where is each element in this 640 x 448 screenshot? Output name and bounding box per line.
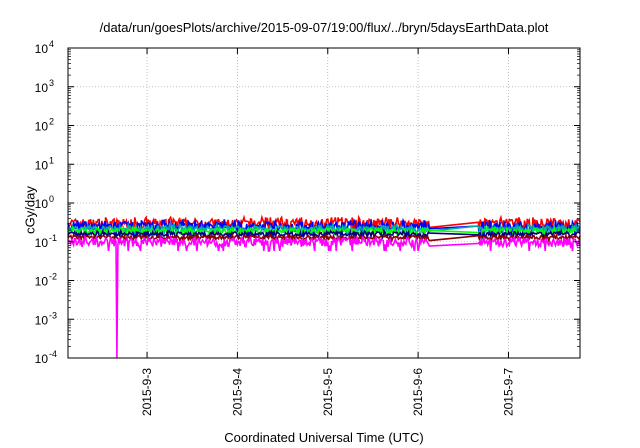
y-tick-label: 10 (35, 275, 49, 289)
y-tick-label: 10 (35, 120, 49, 134)
series-line-5 (67, 228, 581, 241)
y-tick-exponent: 2 (49, 117, 54, 127)
y-tick-exponent: 0 (49, 194, 54, 204)
y-tick-label: 10 (35, 158, 49, 172)
y-tick-exponent: 4 (49, 39, 54, 49)
y-tick-exponent: 3 (49, 78, 54, 88)
y-tick-label: 10 (35, 313, 49, 327)
y-tick-label: 10 (35, 81, 49, 95)
x-axis-label: Coordinated Universal Time (UTC) (224, 430, 424, 445)
x-tick-label: 2015-9-3 (140, 368, 154, 416)
y-tick-label: 10 (35, 236, 49, 250)
y-tick-label: 10 (35, 197, 49, 211)
y-tick-exponent: -2 (49, 272, 57, 282)
y-tick-exponent: 1 (49, 155, 54, 165)
y-tick-label: 10 (35, 42, 49, 56)
series-line-7 (68, 233, 581, 359)
x-tick-label: 2015-9-7 (501, 368, 515, 416)
y-tick-exponent: -1 (49, 233, 57, 243)
x-tick-label: 2015-9-5 (321, 368, 335, 416)
y-tick-exponent: -3 (49, 310, 57, 320)
y-tick-label: 10 (35, 352, 49, 366)
x-tick-label: 2015-9-6 (411, 368, 425, 416)
x-tick-label: 2015-9-4 (230, 368, 244, 416)
chart-title: /data/run/goesPlots/archive/2015-09-07/1… (99, 20, 549, 35)
y-tick-exponent: -4 (49, 349, 57, 359)
